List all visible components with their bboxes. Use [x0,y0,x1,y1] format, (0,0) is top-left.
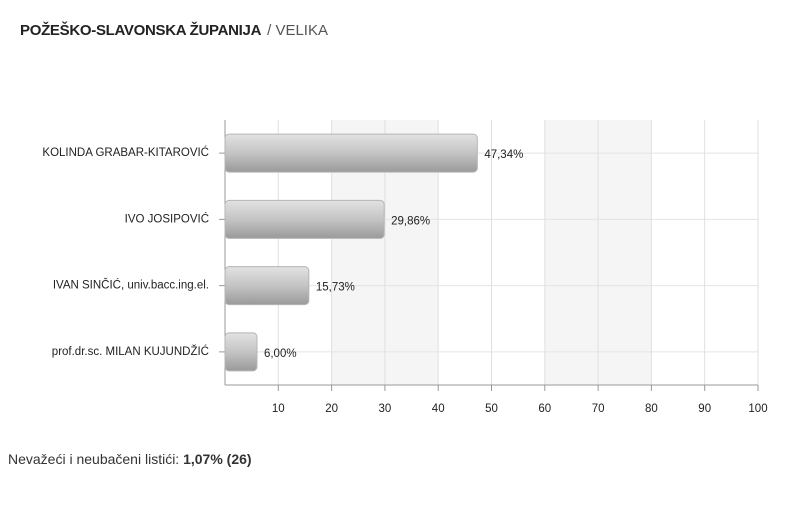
note-value: 1,07% (26) [183,451,252,467]
value-label: 47,34% [484,149,523,161]
bar [224,332,258,372]
x-tick-label: 90 [698,403,711,415]
bar [224,133,478,173]
x-tick-label: 10 [272,403,285,415]
x-tick-label: 20 [325,403,338,415]
y-tick-label: IVO JOSIPOVIĆ [125,212,209,225]
x-tick-label: 70 [592,403,605,415]
x-tick-label: 40 [432,403,445,415]
bar [224,199,385,239]
value-label: 29,86% [391,215,430,227]
x-tick-label: 60 [538,403,551,415]
x-tick-label: 80 [645,403,658,415]
bar [224,266,310,306]
value-label: 6,00% [264,348,297,360]
note-label: Nevažeći i neubačeni listići: [8,451,180,467]
y-tick-label: prof.dr.sc. MILAN KUJUNDŽIĆ [52,345,209,358]
x-tick-label: 100 [748,403,767,415]
chart-title: POŽEŠKO-SLAVONSKA ŽUPANIJA [20,22,262,39]
note: Nevažeći i neubačeni listići: 1,07% (26) [8,451,252,467]
x-tick-label: 50 [485,403,498,415]
chart-subtitle: / VELIKA [267,22,328,39]
x-tick-label: 30 [379,403,392,415]
header: POŽEŠKO-SLAVONSKA ŽUPANIJA / VELIKA [20,22,328,39]
y-tick-label: KOLINDA GRABAR-KITAROVIĆ [42,146,209,159]
y-tick-label: IVAN SINČIĆ, univ.bacc.ing.el. [53,279,209,292]
value-label: 15,73% [316,282,355,294]
